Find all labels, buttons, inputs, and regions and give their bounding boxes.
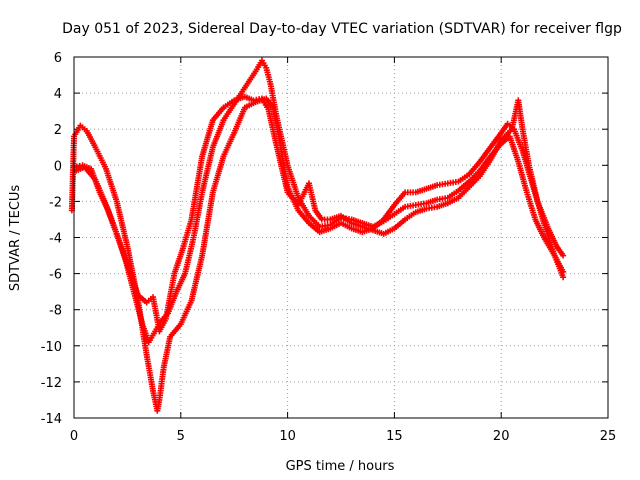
y-tick-label: -10 xyxy=(41,340,62,355)
y-tick-label: -14 xyxy=(41,412,62,427)
tick-labels: 0 5 10 15 20 25 -14 -12 -10 -8 -6 -4 -2 0 2 4 6 xyxy=(41,51,617,444)
data-point xyxy=(560,268,567,275)
series-track-b xyxy=(71,57,567,346)
x-tick-label: 25 xyxy=(600,429,617,444)
x-axis-label: GPS time / hours xyxy=(286,459,395,474)
x-tick-label: 5 xyxy=(177,429,185,444)
y-tick-label: 4 xyxy=(54,87,62,102)
y-tick-label: -8 xyxy=(49,304,62,319)
y-tick-label: 0 xyxy=(54,159,62,174)
x-tick-label: 10 xyxy=(279,429,296,444)
x-tick-label: 15 xyxy=(386,429,403,444)
y-tick-label: -12 xyxy=(41,376,62,391)
y-tick-label: -4 xyxy=(49,232,62,247)
chart-title: Day 051 of 2023, Sidereal Day-to-day VTE… xyxy=(62,21,622,37)
plot-border xyxy=(73,56,609,419)
y-axis-label: SDTVAR / TECUs xyxy=(8,185,23,292)
x-tick-label: 0 xyxy=(70,429,78,444)
y-tick-label: 6 xyxy=(54,51,62,66)
x-tick-label: 20 xyxy=(493,429,510,444)
data-point xyxy=(560,274,567,281)
data-point xyxy=(560,252,567,259)
y-tick-label: -6 xyxy=(49,268,62,283)
y-tick-label: -2 xyxy=(49,195,62,210)
series-track-c xyxy=(73,93,567,335)
y-tick-label: 2 xyxy=(54,123,62,138)
grid-lines xyxy=(74,57,608,418)
data-points xyxy=(68,57,567,414)
series-track-a xyxy=(68,95,567,414)
